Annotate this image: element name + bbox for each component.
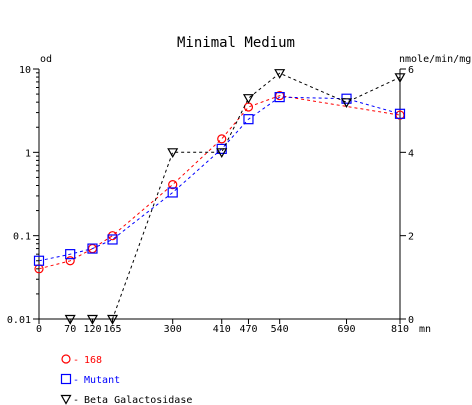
data-point-series-2 xyxy=(274,92,285,103)
series-line-1 xyxy=(38,95,401,270)
legend: -168- Mutant- Beta Galactosidase xyxy=(60,354,192,405)
data-point-series-1 xyxy=(168,180,178,190)
right-tick-label: 6 xyxy=(408,65,414,76)
legend-label: Mutant xyxy=(84,375,120,386)
x-tick-label: 0 xyxy=(36,324,42,335)
data-point-series-3 xyxy=(216,148,228,159)
data-point-series-1 xyxy=(243,102,254,112)
data-point-series-2 xyxy=(167,187,178,198)
data-point-series-2 xyxy=(65,249,76,260)
x-tick-label: 120 xyxy=(83,324,101,335)
left-axis-label: od xyxy=(40,54,52,65)
data-point-series-3 xyxy=(274,69,286,79)
legend-label: 168 xyxy=(84,355,102,366)
left-tick-label: 10 xyxy=(19,65,31,76)
data-point-series-3 xyxy=(340,98,353,109)
data-point-series-3 xyxy=(394,73,406,84)
x-tick-label: 300 xyxy=(164,324,182,335)
right-tick-label: 4 xyxy=(408,148,414,159)
data-point-series-2 xyxy=(107,234,118,245)
data-point-series-1 xyxy=(65,256,75,266)
data-point-series-2 xyxy=(394,108,406,119)
data-point-series-3 xyxy=(64,314,76,325)
left-tick-label: 1 xyxy=(25,148,31,159)
legend-dash: - xyxy=(73,395,79,405)
right-axis-label: nmole/min/mg xyxy=(399,54,471,65)
data-point-series-1 xyxy=(217,134,227,144)
legend-marker xyxy=(60,394,72,405)
axes: 0.01 0.1 1 10 0 2 4 6 0 70 120 165 300 410 470 540 690 81… xyxy=(7,65,414,335)
data-point-series-3 xyxy=(242,94,254,104)
data-point-series-2 xyxy=(243,114,254,125)
data-point-series-3 xyxy=(167,148,179,159)
left-tick-label: 0.01 xyxy=(7,315,31,326)
series-group xyxy=(33,69,406,325)
x-tick-label: 810 xyxy=(391,324,409,335)
x-tick-label: 540 xyxy=(271,324,289,335)
x-tick-label: 470 xyxy=(239,324,257,335)
legend-marker xyxy=(60,373,72,385)
x-tick-label: 410 xyxy=(213,324,231,335)
data-point-series-3 xyxy=(86,314,99,325)
data-point-series-2 xyxy=(87,243,98,254)
series-line-3 xyxy=(70,72,401,320)
series-line-2 xyxy=(38,96,401,262)
legend-label: Beta Galactosidase xyxy=(84,395,192,405)
x-tick-label: 690 xyxy=(337,324,355,335)
x-tick-label: 165 xyxy=(104,324,122,335)
right-tick-label: 2 xyxy=(408,232,414,243)
legend-marker xyxy=(61,354,71,364)
right-tick-label: 0 xyxy=(408,315,414,326)
data-point-series-1 xyxy=(107,231,118,241)
x-axis-label: mn xyxy=(419,324,431,335)
data-point-series-3 xyxy=(107,314,119,325)
legend-dash: - xyxy=(73,355,79,366)
chart-title: Minimal Medium xyxy=(177,35,295,51)
x-tick-label: 70 xyxy=(64,324,76,335)
data-point-series-2 xyxy=(33,255,45,266)
legend-dash: - xyxy=(73,375,79,386)
left-tick-label: 0.1 xyxy=(13,232,31,243)
